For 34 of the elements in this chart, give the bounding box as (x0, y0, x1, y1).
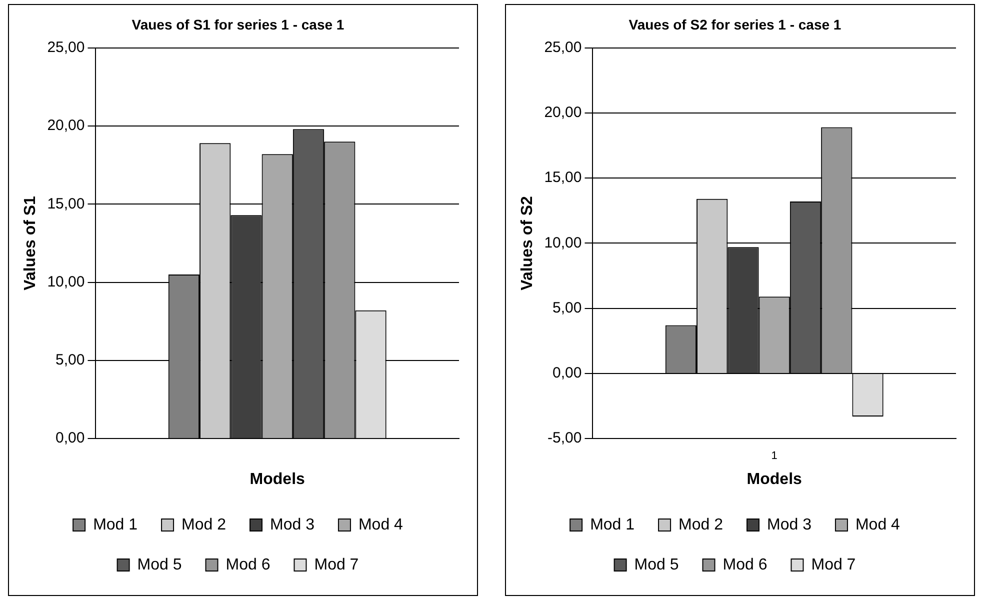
y-tick-label: 0,00 (552, 364, 582, 382)
y-axis-title: Values of S1 (22, 196, 40, 290)
legend-label: Mod 3 (270, 516, 315, 534)
legend-label: Mod 4 (358, 516, 404, 534)
y-tick-label: 5,00 (56, 352, 85, 369)
legend-label: Mod 5 (137, 556, 182, 574)
legend-label: Mod 6 (722, 556, 768, 574)
y-tick-label: 5,00 (552, 299, 582, 316)
y-tick-label: 20,00 (544, 104, 582, 122)
legend-label: Mod 4 (855, 516, 900, 534)
x-axis-title: Models (746, 470, 802, 488)
legend-label: Mod 3 (767, 516, 812, 534)
y-tick-label: 15,00 (47, 195, 85, 212)
y-tick-label: 15,00 (544, 169, 582, 186)
legend-label: Mod 7 (811, 556, 856, 574)
y-tick-label: 10,00 (544, 234, 582, 252)
legend-label: Mod 1 (590, 516, 635, 534)
y-tick-label: 20,00 (47, 117, 85, 134)
chart-title: Vaues of S2 for series 1 - case 1 (628, 16, 842, 32)
x-axis-title: Models (250, 470, 306, 488)
y-axis-title: Values of S2 (519, 196, 536, 290)
y-tick-label: 0,00 (56, 430, 85, 447)
legend-label: Mod 5 (634, 556, 679, 574)
legend-label: Mod 2 (182, 516, 226, 534)
chart-title: Vaues of S1 for series 1 - case 1 (132, 16, 344, 32)
y-tick-label: 25,00 (47, 38, 85, 56)
x-tick-label: 1 (771, 450, 778, 462)
y-tick-label: 25,00 (544, 38, 582, 56)
legend-label: Mod 1 (93, 516, 138, 534)
legend-label: Mod 6 (226, 556, 270, 574)
y-tick-label: -5,00 (548, 430, 582, 447)
y-tick-label: 10,00 (47, 273, 85, 290)
legend-label: Mod 2 (678, 516, 724, 534)
legend-label: Mod 7 (314, 556, 359, 574)
